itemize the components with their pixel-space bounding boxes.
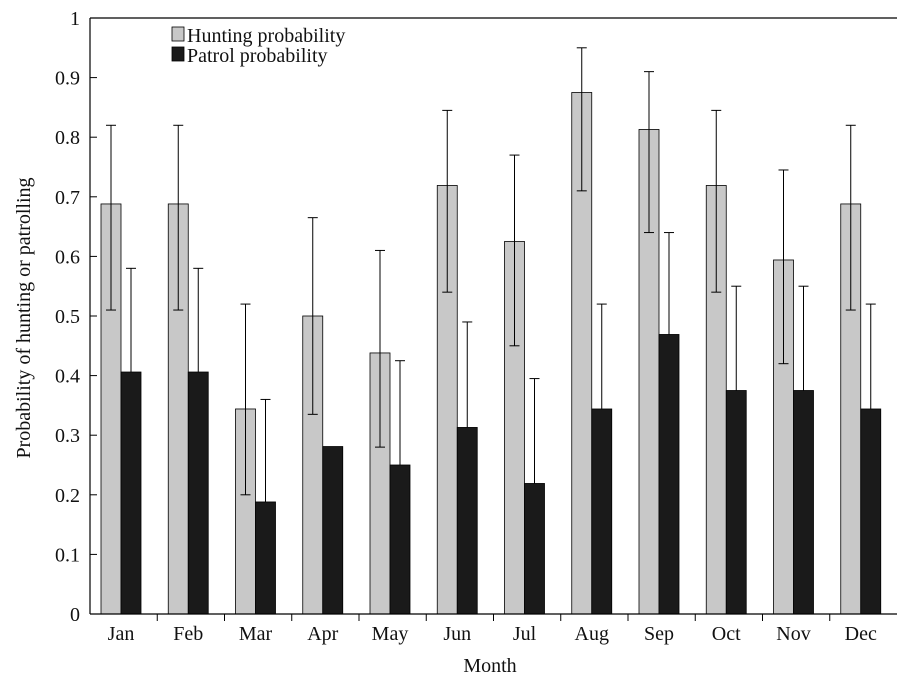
y-tick-label: 0.7 — [55, 187, 80, 209]
bar-patrol-oct — [725, 390, 747, 615]
x-tick-label-sep: Sep — [644, 623, 674, 645]
x-tick-label-mar: Mar — [239, 623, 273, 645]
x-tick-label-dec: Dec — [845, 623, 877, 645]
y-tick-label: 0 — [70, 604, 80, 626]
y-tick-label: 0.6 — [55, 246, 80, 268]
bar-patrol-dec — [860, 408, 882, 615]
bar-patrol-jun — [456, 427, 478, 615]
legend-swatch-hunting — [171, 26, 185, 42]
legend-label-hunting: Hunting probability — [187, 25, 345, 47]
x-tick-label-jul: Jul — [513, 623, 537, 645]
legend-swatch-patrol — [171, 46, 185, 62]
x-tick-label-jun: Jun — [443, 623, 471, 645]
axes: 0 0.1 0.2 0.3 0.4 0.5 0.6 0.7 0.8 0.9 1 Jan Feb Mar Ap… — [55, 8, 897, 645]
x-tick-label-jan: Jan — [108, 623, 135, 645]
x-tick-label-apr: Apr — [307, 623, 338, 645]
y-tick-label: 0.8 — [55, 127, 80, 149]
bar-patrol-may — [389, 464, 411, 615]
y-tick-label: 0.5 — [55, 306, 80, 328]
bar-patrol-mar — [255, 501, 276, 615]
y-tick-label: 0.9 — [55, 68, 80, 90]
y-tick-label: 0.3 — [55, 425, 80, 447]
bar-patrol-nov — [793, 390, 814, 615]
bar-patrol-aug — [591, 408, 613, 615]
plot-area — [100, 47, 882, 615]
x-tick-label-oct: Oct — [712, 623, 741, 645]
y-tick-label: 1 — [70, 8, 80, 30]
x-tick-label-may: May — [372, 623, 409, 645]
y-tick-label: 0.1 — [55, 544, 80, 566]
bar-patrol-apr — [322, 446, 344, 615]
bar-patrol-sep — [658, 334, 680, 615]
bar-patrol-jan — [120, 371, 142, 615]
bar-patrol-jul — [524, 483, 545, 615]
x-axis-label: Month — [463, 655, 516, 677]
x-tick-label-feb: Feb — [173, 623, 203, 645]
bar-patrol-feb — [187, 371, 209, 615]
legend-label-patrol: Patrol probability — [187, 45, 328, 67]
y-axis-label: Probability of hunting or patrolling — [13, 177, 35, 458]
y-tick-label: 0.4 — [55, 366, 80, 388]
x-tick-label-aug: Aug — [575, 623, 609, 645]
y-tick-label: 0.2 — [55, 485, 80, 507]
x-tick-label-nov: Nov — [776, 623, 810, 645]
